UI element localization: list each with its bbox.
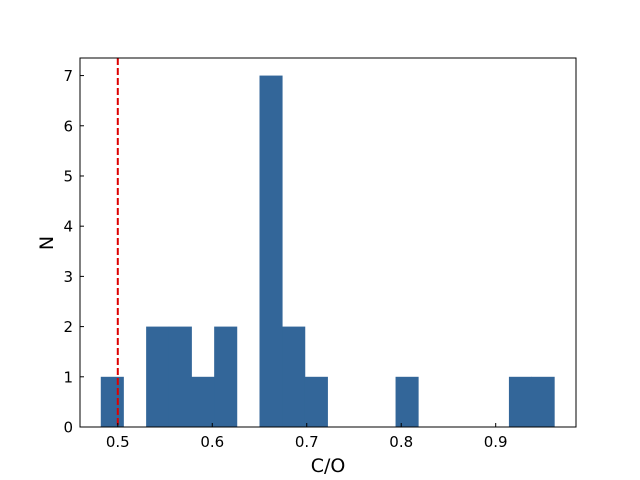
histogram-bar — [531, 376, 555, 427]
x-tick-label: 0.8 — [389, 433, 413, 451]
x-tick-label: 0.6 — [200, 433, 224, 451]
y-tick-label: 3 — [63, 268, 73, 286]
y-axis-label: N — [36, 236, 58, 250]
histogram-bar — [395, 376, 419, 427]
histogram-bar — [146, 326, 170, 427]
plot-frame — [79, 57, 577, 428]
histogram-bar — [214, 326, 238, 427]
x-tick-label: 0.5 — [106, 433, 130, 451]
x-tick-label: 0.7 — [295, 433, 319, 451]
bars-group — [100, 75, 555, 427]
histogram-bar — [508, 376, 532, 427]
y-axis-ticks: 0 1 2 3 4 5 6 7 — [63, 67, 84, 437]
histogram-bar — [100, 376, 124, 427]
histogram-bar — [259, 75, 283, 427]
histogram-bar — [168, 326, 192, 427]
y-tick-label: 7 — [63, 67, 73, 85]
y-tick-label: 6 — [63, 117, 73, 135]
x-axis-label: C/O — [311, 455, 346, 477]
histogram-bar — [191, 376, 215, 427]
x-axis-ticks: 0.5 0.6 0.7 0.8 0.9 — [106, 423, 508, 451]
y-tick-label: 1 — [63, 368, 73, 386]
histogram-bar — [282, 326, 306, 427]
x-tick-label: 0.9 — [484, 433, 508, 451]
y-tick-label: 0 — [63, 419, 73, 437]
y-tick-label: 5 — [63, 167, 73, 185]
y-tick-label: 4 — [63, 218, 73, 236]
histogram-bar — [304, 376, 328, 427]
y-tick-label: 2 — [63, 318, 73, 336]
